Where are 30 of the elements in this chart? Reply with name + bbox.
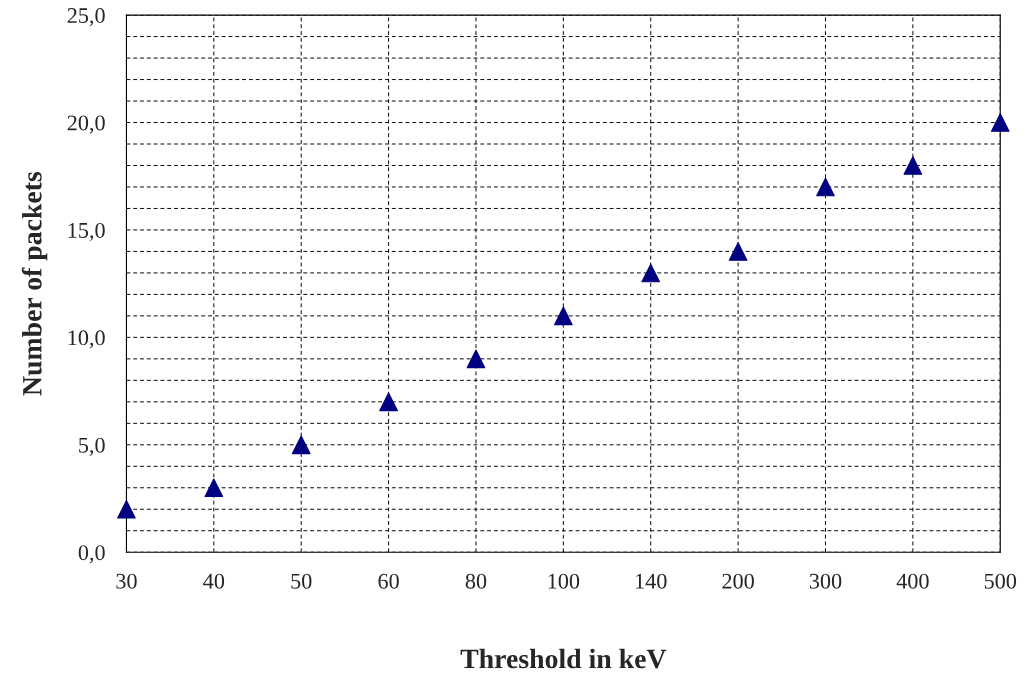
x-tick-label: 300 [809,573,842,589]
point [554,306,573,326]
x-tick-label: 30 [116,573,137,589]
x-tick-label: 60 [378,573,399,589]
x-tick-label: 500 [984,573,1017,589]
point [379,392,398,412]
x-tick-label: 50 [291,573,312,589]
y-tick-label: 10,0 [68,330,105,349]
point [728,242,748,261]
y-tick-label: 5,0 [79,437,105,456]
y-axis-title: Number of packets [21,171,48,396]
x-tick-label: 140 [636,573,667,589]
x-tick-label: 80 [465,573,487,589]
x-tick-label: 400 [896,573,929,589]
y-tick-label: 20,0 [67,115,105,134]
point [291,435,311,455]
x-tick-label: 40 [203,573,225,589]
point [117,499,136,519]
y-tick-label: 15,0 [68,222,105,242]
y-tick-label: 0,0 [78,545,105,564]
point [466,349,486,369]
point [903,156,923,175]
point [204,478,224,498]
point [816,177,835,197]
point [990,113,1010,132]
x-axis-title: Threshold in keV [460,648,667,669]
point [641,263,661,283]
x-tick-label: 100 [548,573,580,589]
y-tick-label: 25,0 [67,8,105,27]
x-tick-label: 200 [722,573,754,589]
